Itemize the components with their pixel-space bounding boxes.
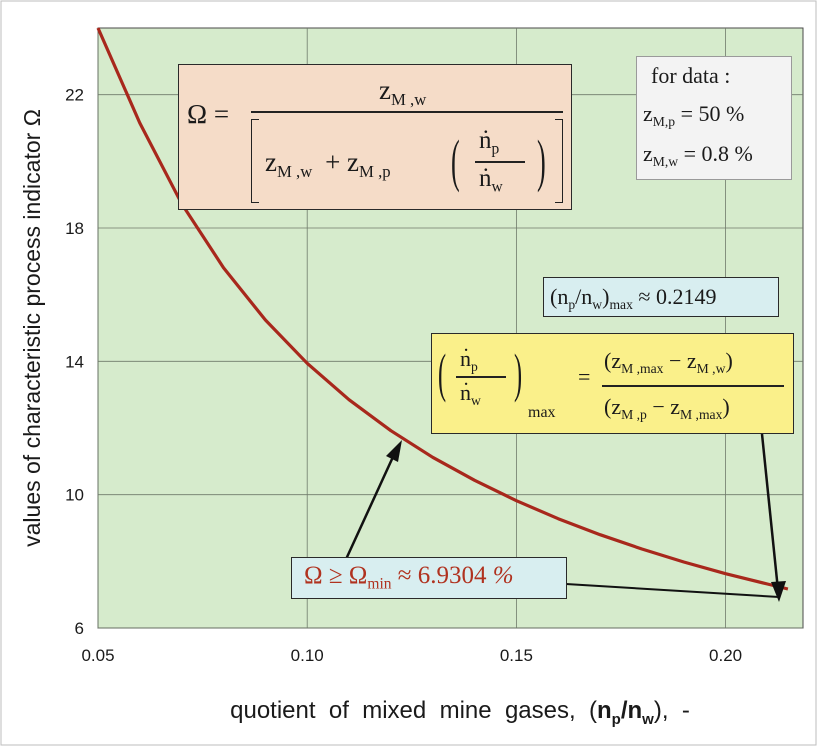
inner-paren-left: ( bbox=[451, 128, 460, 193]
y-tick-label: 18 bbox=[65, 219, 84, 238]
x-axis-label-w: w bbox=[641, 711, 654, 728]
zmp-value: = 50 % bbox=[680, 101, 745, 126]
max-sub-max: max bbox=[609, 296, 633, 312]
zmp-sub: M,p bbox=[652, 113, 676, 129]
yb-numerator: (zM ,max − zM ,w) bbox=[604, 348, 733, 377]
yb-denominator: (zM ,p − zM ,max) bbox=[604, 394, 730, 423]
yb-np-sub: p bbox=[471, 358, 478, 374]
arrow-to-end-head bbox=[771, 581, 786, 602]
zmw-value: = 0.8 % bbox=[683, 141, 753, 166]
nw-dot-n: n bbox=[479, 151, 492, 193]
yb-top: np bbox=[460, 334, 478, 375]
x-tick-label: 0.20 bbox=[709, 646, 742, 665]
data-box: for data : zM,p = 50 % zM,w = 0.8 % bbox=[636, 56, 792, 180]
max-value: ≈ 0.2149 bbox=[638, 284, 717, 309]
arrow-to-curve-head bbox=[386, 440, 402, 462]
nw-sub: w bbox=[491, 178, 503, 196]
den-z1: z bbox=[265, 147, 277, 177]
np-dot-n: n bbox=[479, 113, 492, 155]
inner-frac-bar bbox=[475, 161, 525, 163]
zmw-z: z bbox=[643, 141, 653, 166]
numerator-z: z bbox=[379, 75, 391, 105]
x-tick-label: 0.15 bbox=[500, 646, 533, 665]
formula-bracket-right bbox=[555, 119, 563, 203]
yb-left-bar bbox=[456, 376, 506, 378]
x-axis-label-n: n bbox=[597, 697, 612, 724]
formula-bracket-left bbox=[251, 119, 259, 203]
yb-np-n: n bbox=[460, 334, 471, 372]
den-sub2: M ,p bbox=[359, 161, 391, 181]
curve-layer bbox=[96, 27, 789, 591]
np-sub: p bbox=[491, 140, 500, 158]
den-sub1: M ,w bbox=[276, 161, 313, 181]
x-tick-label: 0.10 bbox=[291, 646, 324, 665]
data-box-line2: zM,w = 0.8 % bbox=[643, 141, 753, 170]
annotation-arrows bbox=[340, 433, 786, 602]
yb-paren-left: ( bbox=[438, 343, 447, 403]
max-slash: /n bbox=[575, 284, 593, 309]
formula-box: Ω = zM ,w zM ,w + zM ,p ( ) np nw bbox=[178, 64, 572, 210]
min-box: Ω ≥ Ωmin ≈ 6.9304 % bbox=[291, 557, 567, 599]
formula-denominator: zM ,w + zM ,p bbox=[265, 147, 391, 182]
y-tick-label: 10 bbox=[65, 486, 84, 505]
yb-den-sub2: M ,max bbox=[680, 406, 723, 422]
den-plus-z2: + z bbox=[325, 147, 360, 177]
yb-equals: = bbox=[578, 364, 591, 389]
min-value: ≈ 6.9304 bbox=[397, 562, 487, 589]
omega-curve bbox=[96, 27, 789, 591]
x-tick-label: 0.05 bbox=[81, 646, 114, 665]
yb-den-close: ) bbox=[722, 394, 730, 419]
yb-nw-n: n bbox=[460, 368, 471, 406]
x-axis-label-n2: n bbox=[628, 697, 643, 724]
yb-paren-right: ) bbox=[514, 343, 523, 403]
yb-den-mid: − z bbox=[652, 394, 681, 419]
inner-frac-bottom: nw bbox=[479, 151, 503, 196]
yb-num-sub1: M ,max bbox=[621, 360, 664, 376]
yb-bottom: nw bbox=[460, 368, 481, 409]
leader-line-min bbox=[565, 583, 780, 598]
y-tick-label: 14 bbox=[65, 352, 84, 371]
formula-fraction-bar bbox=[251, 111, 563, 113]
yb-num-mid: − z bbox=[668, 348, 697, 373]
x-axis-label-slash: / bbox=[621, 697, 628, 724]
zmp-z: z bbox=[643, 101, 653, 126]
zmw-sub: M,w bbox=[652, 153, 679, 169]
max-close: ) bbox=[602, 284, 610, 309]
omega-equals: Ω = bbox=[187, 99, 230, 129]
x-axis-label: quotient of mixed mine gases, (np/nw), - bbox=[230, 697, 690, 728]
data-box-title: for data : bbox=[651, 63, 731, 88]
min-omega: Ω ≥ Ω bbox=[304, 562, 368, 589]
max-sub-p: p bbox=[568, 296, 576, 312]
max-open: (n bbox=[550, 284, 569, 309]
y-tick-label: 6 bbox=[75, 619, 84, 638]
x-axis-label-prefix: quotient of mixed mine gases, ( bbox=[230, 697, 597, 724]
yb-den-sub1: M ,p bbox=[621, 406, 647, 422]
y-tick-label: 22 bbox=[65, 86, 84, 105]
y-axis-label: values of characteristic process indicat… bbox=[19, 109, 45, 547]
arrow-to-end bbox=[760, 433, 780, 591]
yb-num-close: ) bbox=[725, 348, 733, 373]
yb-nw-sub: w bbox=[471, 392, 481, 408]
inner-frac-top: np bbox=[479, 113, 500, 158]
yb-sub-max: max bbox=[528, 404, 556, 421]
yb-right-bar bbox=[602, 385, 784, 387]
tick-labels: 0.05 0.10 0.15 0.20 6 10 14 18 22 bbox=[65, 86, 742, 665]
x-axis-label-p: p bbox=[612, 711, 621, 728]
min-sub: min bbox=[367, 575, 392, 593]
max-formula-box: ( ) np nw max = (zM ,max − zM ,w) (zM ,p… bbox=[431, 333, 794, 434]
x-axis-label-suffix: ), - bbox=[654, 697, 690, 724]
arrow-to-curve bbox=[340, 445, 400, 569]
numerator-sub: M ,w bbox=[390, 89, 427, 109]
formula-numerator: zM ,w bbox=[379, 75, 426, 110]
min-unit: % bbox=[492, 562, 514, 589]
max-ratio-box: (np/nw)max ≈ 0.2149 bbox=[543, 277, 779, 317]
max-sub-w: w bbox=[592, 296, 603, 312]
yb-den-open: (z bbox=[604, 394, 622, 419]
data-box-line1: zM,p = 50 % bbox=[643, 101, 744, 130]
yb-num-sub2: M ,w bbox=[696, 360, 726, 376]
yb-num-open: (z bbox=[604, 348, 622, 373]
inner-paren-right: ) bbox=[537, 128, 546, 193]
